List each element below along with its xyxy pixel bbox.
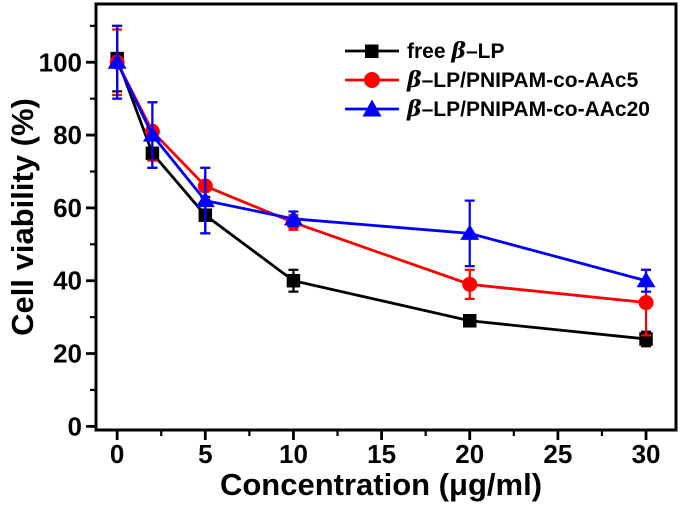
legend-key-circle-icon bbox=[345, 71, 399, 88]
legend-key-triangle-icon bbox=[345, 99, 399, 116]
svg-text:25: 25 bbox=[543, 439, 572, 469]
legend-label: β–LP/PNIPAM-co-AAc20 bbox=[407, 95, 650, 122]
svg-text:60: 60 bbox=[53, 193, 82, 223]
svg-text:20: 20 bbox=[455, 439, 484, 469]
svg-text:80: 80 bbox=[53, 120, 82, 150]
y-axis-label: Cell viability (%) bbox=[5, 98, 40, 336]
legend: free β–LP β–LP/PNIPAM-co-AAc5 β–LP/PNIPA… bbox=[344, 36, 650, 123]
svg-text:0: 0 bbox=[110, 439, 124, 469]
legend-item-pnipam-aac5: β–LP/PNIPAM-co-AAc5 bbox=[344, 65, 650, 94]
svg-text:5: 5 bbox=[198, 439, 212, 469]
legend-label: free β–LP bbox=[407, 37, 505, 64]
legend-label: β–LP/PNIPAM-co-AAc5 bbox=[407, 66, 639, 93]
svg-text:100: 100 bbox=[39, 47, 82, 77]
svg-text:20: 20 bbox=[53, 339, 82, 369]
legend-key-square-icon bbox=[345, 44, 399, 58]
x-axis-label: Concentration (μg/ml) bbox=[219, 467, 543, 502]
svg-text:0: 0 bbox=[68, 411, 82, 441]
svg-text:40: 40 bbox=[53, 266, 82, 296]
legend-item-free-blp: free β–LP bbox=[344, 36, 650, 65]
svg-text:15: 15 bbox=[367, 439, 396, 469]
svg-text:30: 30 bbox=[632, 439, 661, 469]
legend-item-pnipam-aac20: β–LP/PNIPAM-co-AAc20 bbox=[344, 94, 650, 123]
svg-text:10: 10 bbox=[279, 439, 308, 469]
